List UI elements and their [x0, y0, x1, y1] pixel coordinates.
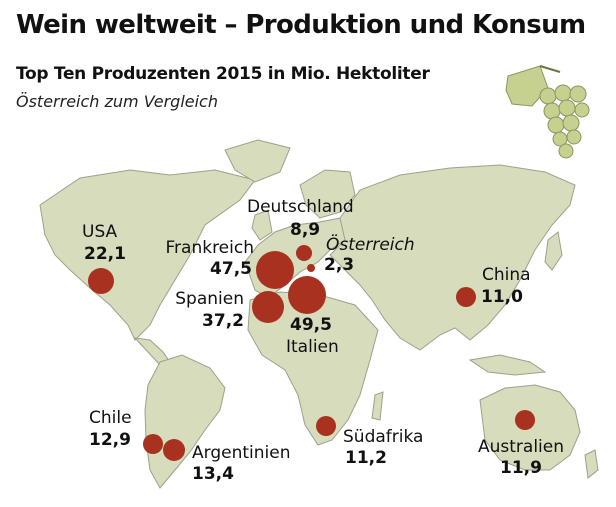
scandinavia-shape	[299, 169, 356, 219]
label-australien-value: 11,9	[500, 458, 542, 478]
label-usa-country: USA	[82, 222, 118, 242]
marker-suedafrika	[316, 416, 336, 436]
label-frankreich-value: 47,5	[210, 259, 252, 279]
label-spanien-country: Spanien	[175, 289, 244, 309]
label-argentinien-country: Argentinien	[192, 443, 290, 463]
label-china-country: China	[482, 265, 531, 285]
label-china-value: 11,0	[481, 287, 523, 307]
label-suedafrika-country: Südafrika	[343, 427, 423, 447]
production-markers	[88, 245, 535, 461]
greenland-shape	[224, 139, 291, 183]
map-note: Österreich zum Vergleich	[16, 92, 218, 111]
uk-shape	[251, 209, 273, 241]
label-italien-country: Italien	[286, 337, 339, 357]
marker-australien	[515, 410, 535, 430]
map-subtitle: Top Ten Produzenten 2015 in Mio. Hektoli…	[16, 64, 430, 84]
marker-chile	[143, 434, 163, 454]
new-zealand-shape	[584, 449, 599, 479]
north-america-shape	[39, 169, 256, 341]
madagascar-shape	[371, 391, 384, 421]
marker-argentinien	[163, 439, 185, 461]
marker-oesterreich	[307, 264, 315, 272]
label-spanien-value: 37,2	[202, 311, 244, 331]
label-chile-value: 12,9	[89, 430, 131, 450]
label-oesterreich-value: 2,3	[324, 255, 354, 275]
label-chile-country: Chile	[89, 408, 132, 428]
marker-usa	[88, 268, 114, 294]
marker-deutschland	[296, 245, 312, 261]
label-usa-value: 22,1	[84, 244, 126, 264]
label-suedafrika-value: 11,2	[345, 448, 387, 468]
marker-labels: USA 22,1 Frankreich 47,5 Deutschland 8,9…	[82, 197, 564, 484]
marker-italien	[288, 276, 326, 314]
marker-china	[456, 287, 476, 307]
japan-shape	[544, 231, 563, 271]
label-oesterreich-country: Österreich	[326, 233, 415, 255]
indonesia-shape	[468, 354, 547, 376]
label-italien-value: 49,5	[290, 315, 332, 335]
label-argentinien-value: 13,4	[192, 464, 234, 484]
africa-shape	[247, 291, 379, 446]
map-title: Wein weltweit – Produktion und Konsum	[16, 10, 586, 40]
label-deutschland-country: Deutschland	[247, 197, 354, 217]
grape-icon	[505, 65, 590, 159]
label-deutschland-value: 8,9	[290, 220, 320, 240]
label-australien-country: Australien	[478, 437, 564, 457]
marker-spanien	[252, 291, 284, 323]
marker-frankreich	[256, 251, 294, 289]
label-frankreich-country: Frankreich	[166, 238, 255, 258]
asia-shape	[329, 164, 576, 351]
